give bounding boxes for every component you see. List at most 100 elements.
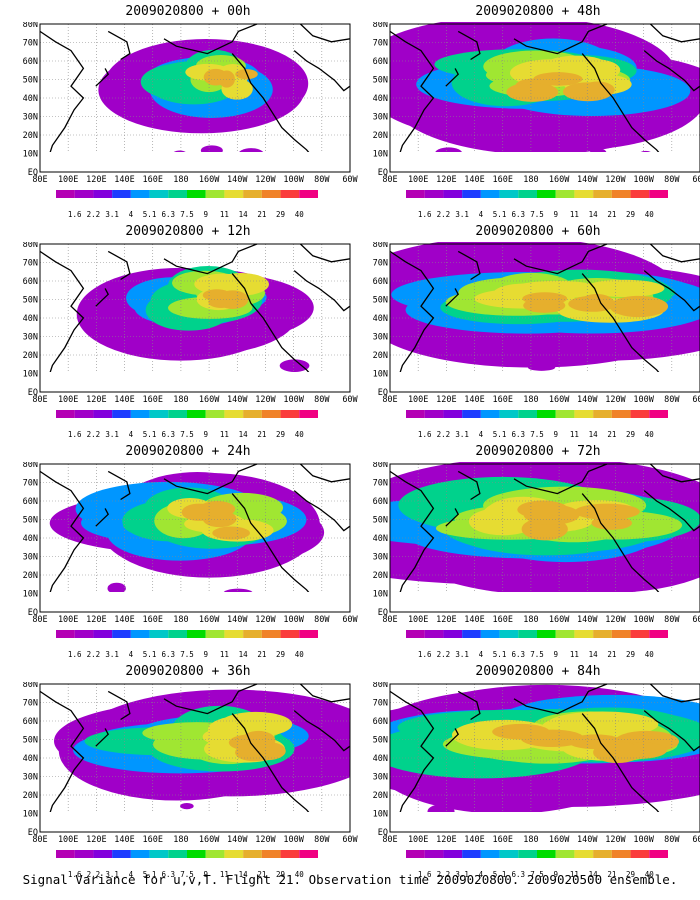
map-panel: 2009020800 + 48h 80N 70N 60N 50N 40N 30N 20N 10N… [368, 2, 700, 222]
lat-label: 20N [373, 131, 388, 141]
lat-label: 70N [373, 479, 388, 489]
colorbar-swatch [112, 190, 131, 198]
colorbar-label: 2.2 [436, 430, 451, 439]
map-panel: 2009020800 + 72h 80N 70N 60N 50N 40N 30N 20N 10N… [368, 442, 700, 662]
lat-label: EQ [378, 608, 388, 618]
panel-title: 2009020800 + 36h [125, 664, 251, 679]
lon-label: 180 [523, 835, 538, 845]
colorbar-swatch [130, 850, 150, 858]
panel-title: 2009020800 + 00h [125, 4, 251, 19]
lon-label: 80E [382, 615, 397, 625]
colorbar-swatch [406, 630, 425, 638]
colorbar-swatch [224, 410, 244, 418]
colorbar-label: 4 [128, 430, 134, 439]
map-panel: 2009020800 + 00h 80N 70N 60N 50N 40N 30N 20N 10N… [18, 2, 358, 222]
colorbar-swatch [243, 410, 262, 418]
colorbar-swatch [224, 630, 244, 638]
lat-label: EQ [378, 388, 388, 398]
lon-label: 100E [58, 175, 78, 185]
colorbar-label: 6.3 [161, 210, 176, 219]
colorbar-label: 6.3 [511, 650, 526, 659]
lat-label: 30N [373, 553, 388, 563]
colorbar-label: 14 [238, 650, 248, 659]
lon-label: 140W [577, 175, 598, 185]
colorbar-label: 21 [607, 430, 617, 439]
lat-label: 70N [373, 39, 388, 49]
lon-label: 160E [142, 175, 162, 185]
lat-label: 70N [373, 259, 388, 269]
colorbar-swatch [611, 850, 631, 858]
lon-label: 120E [86, 395, 106, 405]
colorbar-swatch [480, 850, 500, 858]
colorbar-label: 9 [203, 210, 208, 219]
colorbar-swatch [205, 190, 225, 198]
colorbar-label: 21 [607, 210, 617, 219]
colorbar-swatch [574, 630, 594, 638]
colorbar-label: 4 [128, 870, 134, 879]
lon-label: 140W [577, 835, 598, 845]
lon-label: 100W [633, 175, 654, 185]
colorbar [56, 190, 318, 198]
colorbar-label: 1.6 [67, 650, 82, 659]
lon-label: 80E [382, 395, 397, 405]
colorbar-label: 7.5 [180, 210, 194, 219]
colorbar-swatch [112, 850, 131, 858]
colorbar-swatch [424, 410, 444, 418]
colorbar-swatch [56, 850, 75, 858]
colorbar-swatch [443, 850, 463, 858]
lon-label: 100E [408, 395, 428, 405]
colorbar-swatch [593, 630, 612, 638]
lon-label: 180 [173, 615, 188, 625]
colorbar-swatch [480, 630, 500, 638]
lon-label: 140E [464, 615, 484, 625]
colorbar-swatch [261, 850, 281, 858]
lat-label: 20N [23, 131, 38, 141]
colorbar-swatch [224, 850, 244, 858]
lon-label: 160W [549, 395, 570, 405]
colorbar-swatch [130, 630, 150, 638]
colorbar-swatch [630, 630, 650, 638]
lat-label: 50N [373, 296, 388, 306]
lon-label: 100W [633, 835, 654, 845]
colorbar-swatch [574, 190, 594, 198]
colorbar-swatch [93, 630, 113, 638]
panel-title: 2009020800 + 12h [125, 224, 251, 239]
colorbar-label: 9 [203, 650, 208, 659]
colorbar-swatch [518, 410, 537, 418]
colorbar-swatch [93, 190, 113, 198]
lat-label: 80N [373, 462, 388, 470]
lon-label: 100W [633, 395, 654, 405]
colorbar-label: 14 [238, 870, 248, 879]
lat-label: 60N [373, 277, 388, 287]
lat-label: 80N [23, 462, 38, 470]
colorbar-swatch [555, 190, 575, 198]
colorbar-swatch [649, 410, 668, 418]
lon-label: 120E [436, 395, 456, 405]
colorbar-swatch [480, 410, 500, 418]
lat-label: 40N [373, 534, 388, 544]
colorbar-swatch [537, 410, 556, 418]
lon-label: 80E [32, 175, 47, 185]
lon-label: 60W [342, 835, 358, 845]
colorbar-swatch [168, 190, 187, 198]
colorbar-label: 2.2 [436, 650, 451, 659]
colorbar-label: 7.5 [530, 210, 544, 219]
lat-label: 30N [23, 333, 38, 343]
lon-label: 120E [436, 615, 456, 625]
lon-label: 120E [86, 835, 106, 845]
colorbar-swatch [574, 410, 594, 418]
lat-label: 20N [23, 351, 38, 361]
lat-label: 80N [23, 242, 38, 250]
lat-label: 10N [23, 370, 38, 380]
colorbar-label: 1.6 [67, 870, 82, 879]
lon-label: 80W [664, 395, 680, 405]
colorbar-swatch [56, 190, 75, 198]
lon-label: 100E [408, 835, 428, 845]
lat-label: EQ [28, 168, 38, 178]
colorbar-swatch [56, 630, 75, 638]
colorbar [406, 190, 668, 198]
colorbar-label: 3.1 [105, 650, 119, 659]
lat-label: 80N [373, 242, 388, 250]
